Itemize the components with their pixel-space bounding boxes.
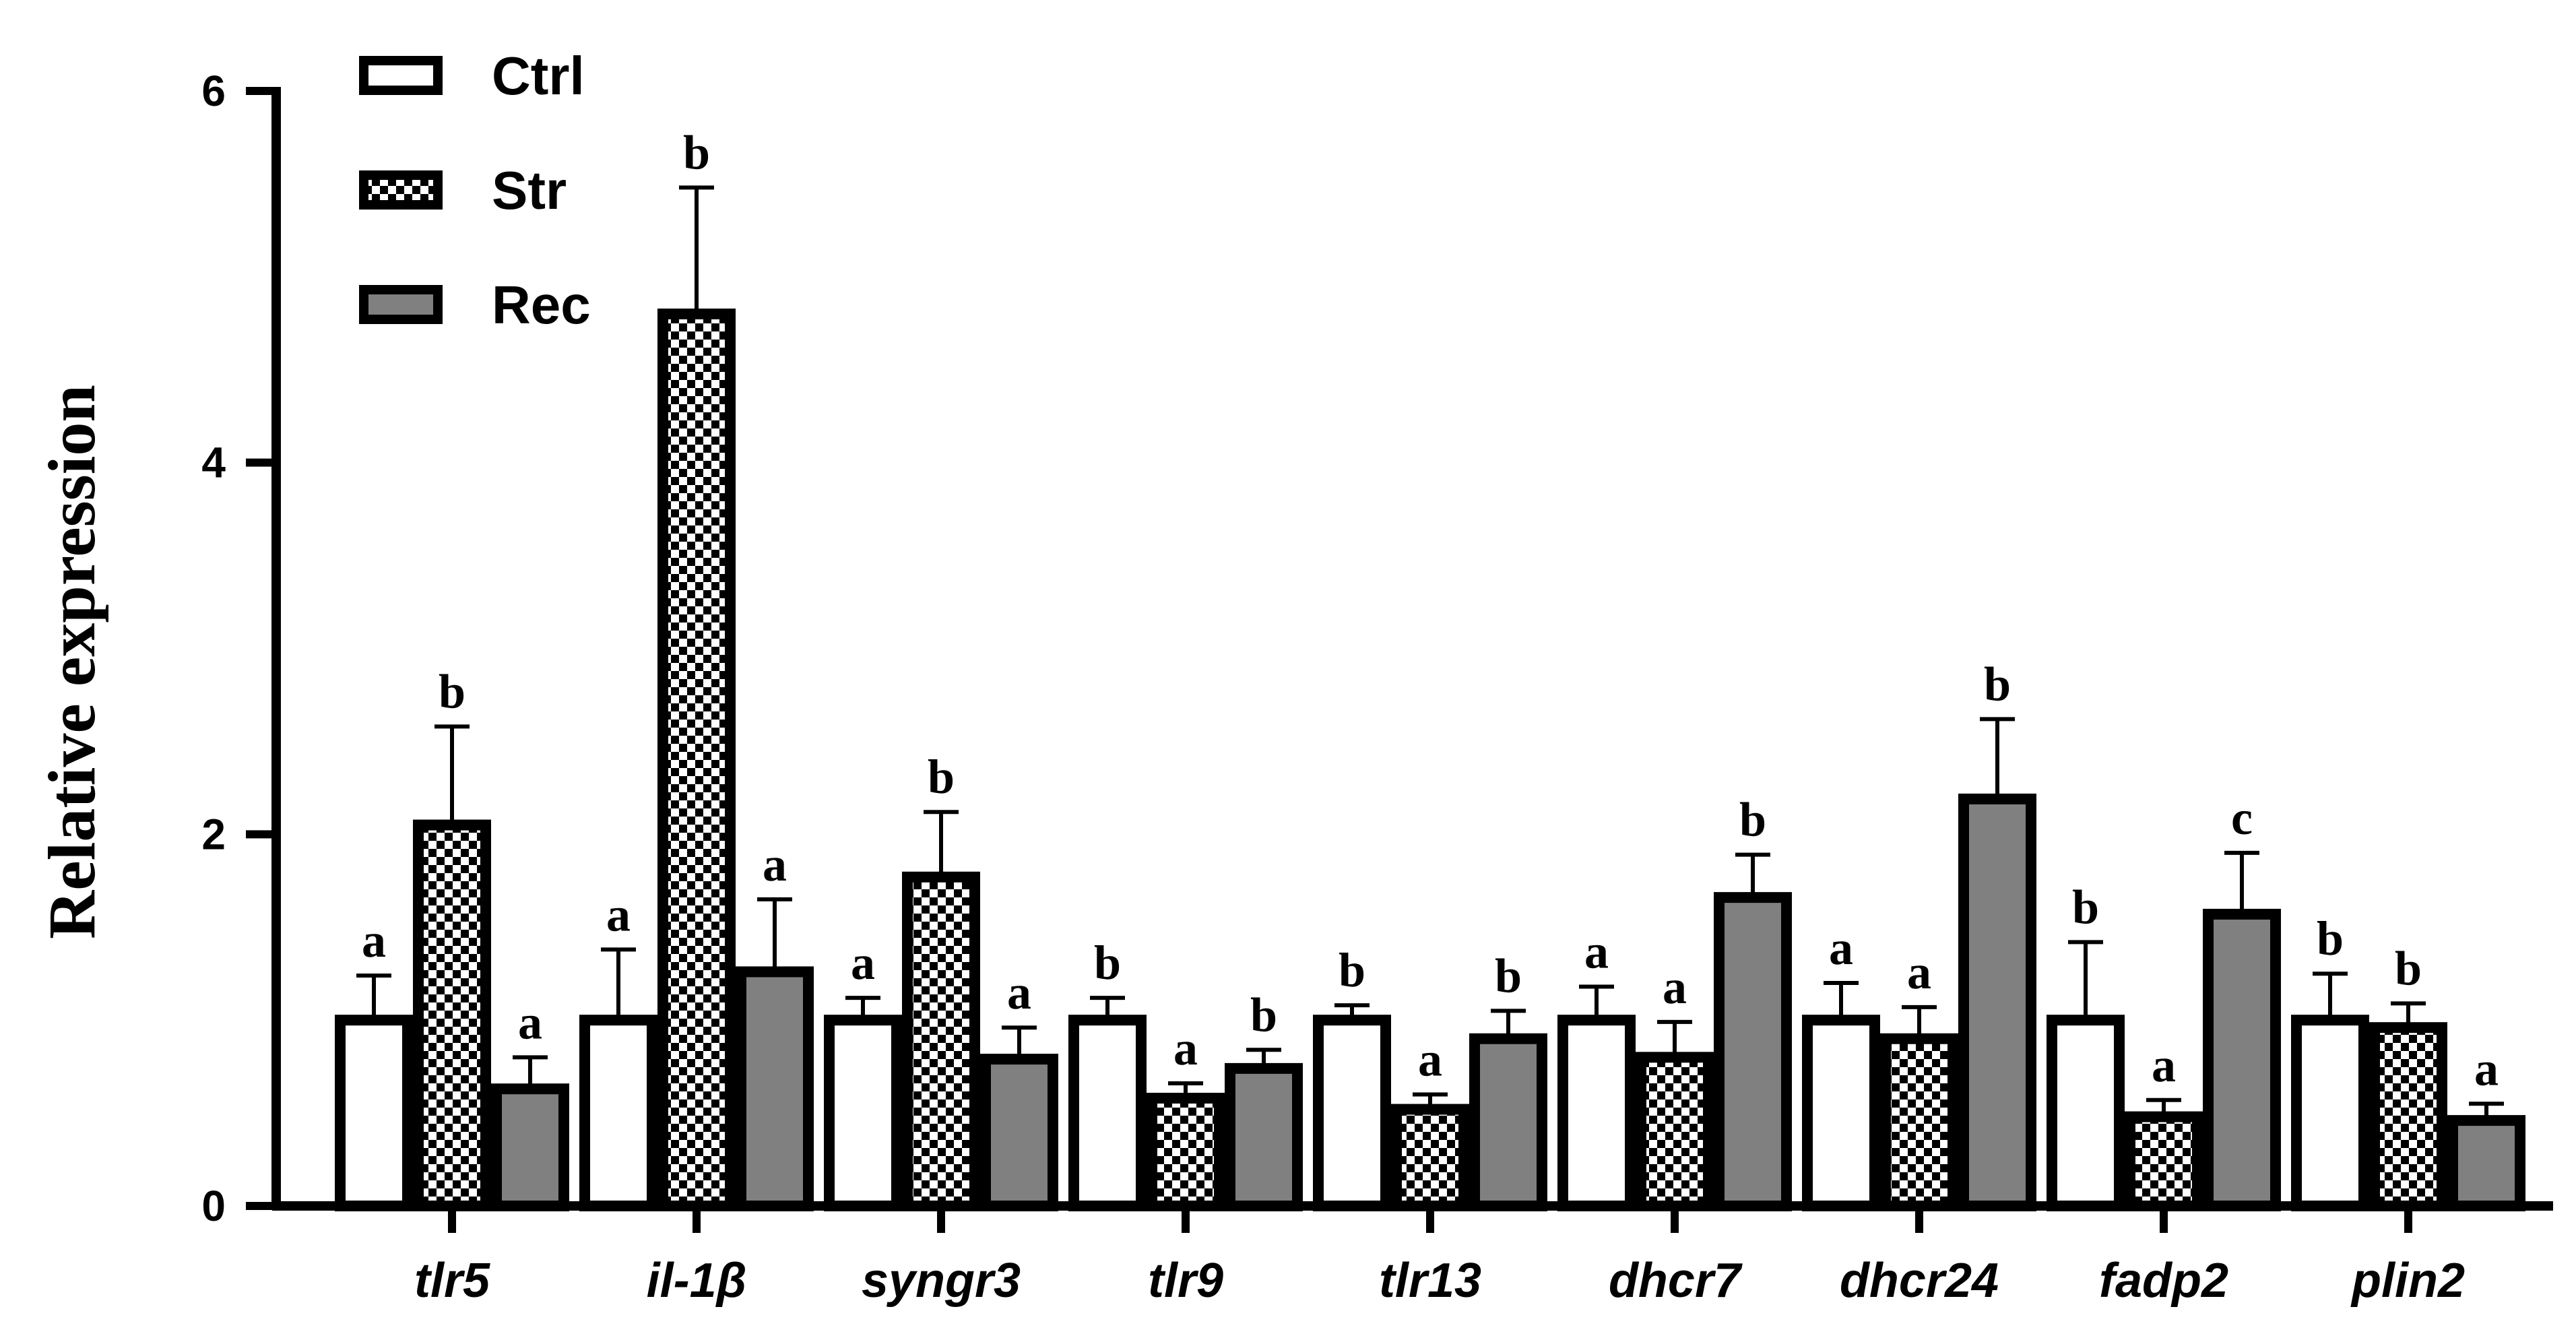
x-tick-label-6: dhcr7 [1609,1254,1743,1308]
bar-rec-3 [980,1054,1058,1212]
sig-label-rec-7: b [1984,657,2011,711]
bar-ctrl-2 [579,1015,657,1211]
x-tick-label-8: fadp2 [2099,1254,2228,1308]
y-tick-label-6: 6 [201,67,226,115]
labels-layer: abatlr5abail-1βabasyngr3babtlr9babtlr13a… [34,67,2499,1308]
bar-str-4 [1147,1093,1225,1212]
x-tick-label-7: dhcr24 [1840,1254,1999,1308]
x-tick-label-1: tlr5 [414,1254,490,1308]
bar-str-3 [902,871,980,1212]
axes-layer [246,87,2553,1233]
bar-rec-5 [1469,1033,1547,1211]
y-tick-label-2: 2 [201,810,226,858]
legend-label-str: Str [492,160,567,220]
sig-label-ctrl-6: a [1584,925,1609,979]
bar-ctrl-5 [1313,1015,1391,1211]
sig-label-ctrl-9: b [2317,912,2344,965]
sig-label-rec-6: b [1739,793,1766,847]
sig-label-ctrl-3: a [851,936,875,990]
bar-rec-8 [2203,908,2281,1211]
legend-swatch-ctrl [359,56,443,95]
sig-label-rec-4: b [1250,988,1277,1042]
bar-str-5 [1391,1104,1469,1211]
x-tick-label-5: tlr13 [1379,1254,1481,1308]
x-tick-label-9: plin2 [2350,1254,2465,1308]
bar-str-6 [1636,1052,1714,1212]
sig-label-str-3: b [928,750,955,804]
sig-label-rec-3: a [1007,965,1031,1019]
legend-swatch-str [359,170,443,210]
sig-label-ctrl-1: a [362,914,386,967]
sig-label-ctrl-4: b [1094,936,1121,990]
bar-ctrl-8 [2047,1015,2125,1211]
bar-str-1 [413,819,491,1211]
sig-label-str-2: b [683,125,710,179]
bar-ctrl-1 [335,1015,413,1211]
bar-ctrl-4 [1068,1015,1147,1211]
bar-rec-4 [1225,1062,1303,1211]
sig-label-str-6: a [1663,960,1687,1014]
sig-label-str-4: a [1173,1021,1198,1075]
bar-ctrl-7 [1802,1015,1880,1211]
sig-label-rec-2: a [763,837,787,891]
sig-label-str-8: a [2152,1038,2176,1092]
sig-label-str-5: a [1418,1033,1442,1087]
legend-label-rec: Rec [492,275,591,335]
bar-str-7 [1880,1033,1958,1211]
x-tick-label-4: tlr9 [1148,1254,1223,1308]
sig-label-rec-9: a [2474,1042,2499,1095]
sig-label-ctrl-2: a [606,887,631,941]
bar-str-8 [2125,1111,2203,1211]
bar-ctrl-9 [2291,1015,2369,1211]
y-tick-label-0: 0 [201,1182,226,1230]
legend-swatch-rec [359,285,443,324]
x-tick-label-2: il-1β [647,1254,747,1308]
bar-rec-9 [2447,1115,2525,1212]
y-axis-label: Relative expression [34,385,109,939]
sig-label-rec-8: c [2231,791,2253,845]
sig-label-ctrl-8: b [2072,880,2099,934]
legend-label-ctrl: Ctrl [492,46,585,106]
sig-label-str-7: a [1907,945,1931,999]
x-tick-label-3: syngr3 [862,1254,1021,1308]
y-tick-label-4: 4 [201,439,226,487]
bar-str-9 [2369,1022,2447,1211]
sig-label-str-1: b [439,664,465,718]
bar-rec-7 [1958,793,2036,1212]
sig-label-rec-5: b [1495,949,1522,1002]
sig-label-ctrl-7: a [1829,921,1853,975]
legend: Ctrl Str Rec [359,46,591,335]
bar-rec-2 [736,966,814,1211]
sig-label-ctrl-5: b [1339,943,1365,997]
sig-label-str-9: b [2395,941,2422,995]
sig-label-rec-1: a [518,995,542,1049]
bar-ctrl-3 [824,1015,902,1211]
bar-ctrl-6 [1557,1015,1636,1211]
bar-rec-1 [491,1083,569,1211]
bar-str-2 [657,309,736,1211]
bar-rec-6 [1714,892,1792,1212]
